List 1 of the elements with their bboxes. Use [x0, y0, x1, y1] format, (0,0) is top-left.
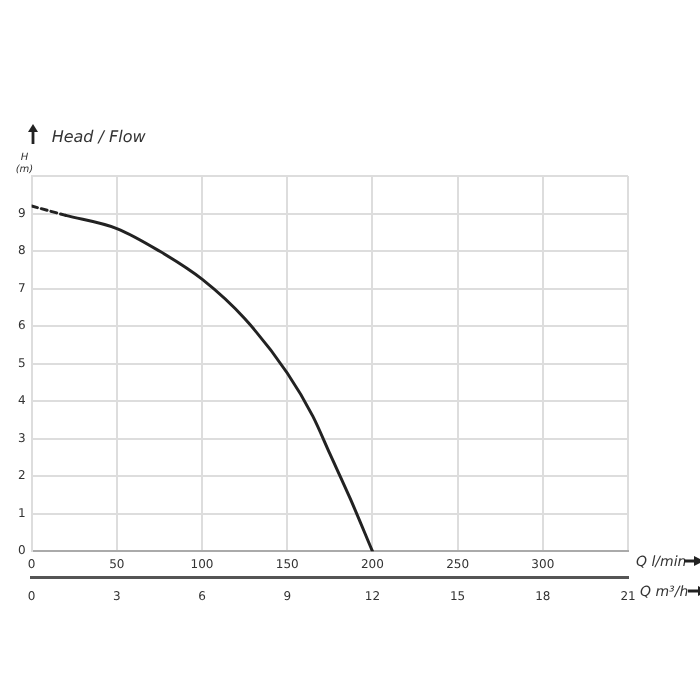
chart-title: Head / Flow — [51, 128, 146, 146]
